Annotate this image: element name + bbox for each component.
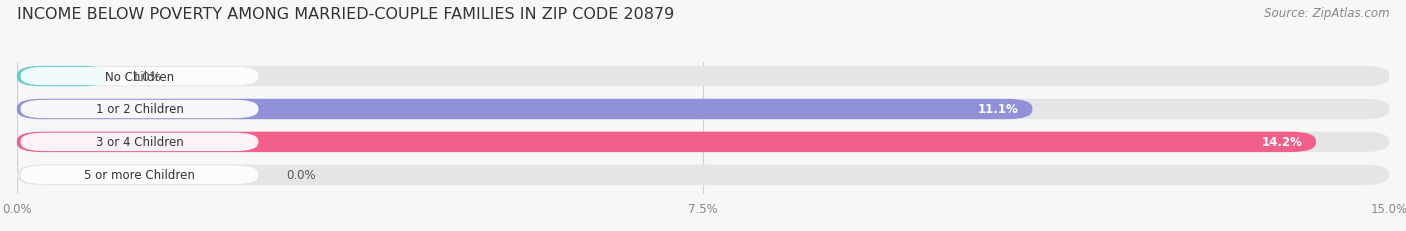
Text: No Children: No Children	[105, 70, 174, 83]
FancyBboxPatch shape	[21, 100, 259, 119]
Text: Source: ZipAtlas.com: Source: ZipAtlas.com	[1264, 7, 1389, 20]
FancyBboxPatch shape	[21, 67, 259, 86]
FancyBboxPatch shape	[17, 165, 1389, 185]
Text: 5 or more Children: 5 or more Children	[84, 169, 195, 182]
Text: INCOME BELOW POVERTY AMONG MARRIED-COUPLE FAMILIES IN ZIP CODE 20879: INCOME BELOW POVERTY AMONG MARRIED-COUPL…	[17, 7, 673, 22]
FancyBboxPatch shape	[17, 67, 1389, 87]
Text: 1.0%: 1.0%	[131, 70, 160, 83]
Text: 3 or 4 Children: 3 or 4 Children	[96, 136, 183, 149]
Text: 14.2%: 14.2%	[1261, 136, 1302, 149]
FancyBboxPatch shape	[17, 132, 1316, 152]
FancyBboxPatch shape	[17, 99, 1389, 120]
FancyBboxPatch shape	[17, 67, 108, 87]
FancyBboxPatch shape	[21, 133, 259, 152]
FancyBboxPatch shape	[17, 132, 1389, 152]
Text: 1 or 2 Children: 1 or 2 Children	[96, 103, 183, 116]
FancyBboxPatch shape	[21, 166, 259, 184]
FancyBboxPatch shape	[17, 99, 1032, 120]
Text: 0.0%: 0.0%	[287, 169, 316, 182]
Text: 11.1%: 11.1%	[977, 103, 1018, 116]
